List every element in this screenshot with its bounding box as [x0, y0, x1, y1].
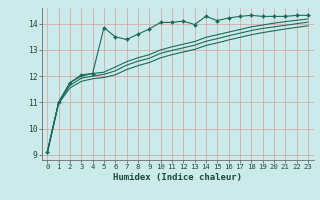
X-axis label: Humidex (Indice chaleur): Humidex (Indice chaleur)	[113, 173, 242, 182]
